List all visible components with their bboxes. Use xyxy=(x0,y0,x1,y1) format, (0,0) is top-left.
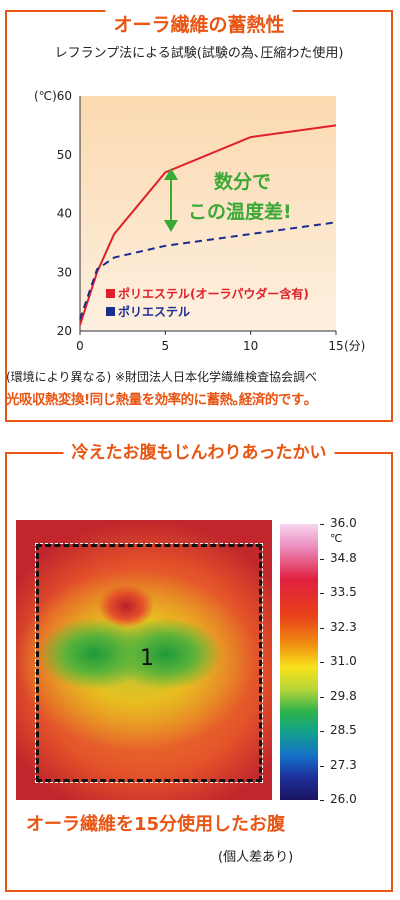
arrow-head-down xyxy=(164,220,178,232)
y-tick-label: 50 xyxy=(57,148,72,162)
colorbar-tick xyxy=(320,662,324,663)
temperature-colorbar xyxy=(280,524,318,800)
annotation-line-1: 数分で xyxy=(214,170,271,193)
tagline: 光吸収熱変換!同じ熱量を効率的に蓄熱｡経済的です｡ xyxy=(6,392,311,408)
x-tick-label: 10 xyxy=(243,339,258,353)
panel-title-2: 冷えたお腹もじんわりあったかい xyxy=(63,438,335,463)
colorbar-tick xyxy=(320,558,324,560)
y-tick-label: 20 xyxy=(57,324,72,338)
colorbar-tick xyxy=(320,765,324,767)
series-line-2 xyxy=(79,221,337,320)
x-tick-label: 15 xyxy=(328,339,343,353)
thermal-image-panel: 冷えたお腹もじんわりあったかい xyxy=(5,438,393,892)
thermal-image xyxy=(16,520,272,800)
legend-label-1: ポリエステル(オーラパウダー含有) xyxy=(118,286,309,301)
legend-label-2: ポリエステル xyxy=(118,304,190,319)
colorbar-label: 33.5 xyxy=(330,585,357,599)
arrow-head-up xyxy=(164,168,178,180)
colorbar-tick xyxy=(320,696,324,698)
colorbar-tick xyxy=(320,800,324,801)
colorbar-label: 31.0 xyxy=(330,654,357,668)
colorbar-label: 36.0 xyxy=(330,516,357,530)
legend-swatch-1 xyxy=(106,289,115,298)
legend-swatch-2 xyxy=(106,307,115,316)
colorbar-tick xyxy=(320,731,324,732)
temperature-chart: 20 30 40 50 60 0 5 10 15 (℃) (分) ポリエステル(オーラパウダー含有) ポ… xyxy=(34,89,365,353)
colorbar-tick xyxy=(320,524,324,525)
x-axis-unit: (分) xyxy=(344,339,365,353)
colorbar-label: 28.5 xyxy=(330,723,357,737)
image-caption: オーラ繊維を15分使用したお腹 xyxy=(26,814,286,835)
panel-title: オーラ繊維の蓄熱性 xyxy=(105,10,293,37)
y-tick-label: 30 xyxy=(57,265,72,279)
caption-note: (個人差あり) xyxy=(218,850,294,865)
annotation-line-2: この温度差! xyxy=(188,200,292,223)
colorbar-tick xyxy=(320,593,324,594)
colorbar-label: 34.8 xyxy=(330,550,357,565)
colorbar-label: 32.3 xyxy=(330,619,357,634)
colorbar-label: 29.8 xyxy=(330,688,357,703)
heat-storage-panel: オーラ繊維の蓄熱性 レフランプ法による試験(試験の為､圧縮わた使用) xyxy=(5,10,393,422)
y-axis-unit: (℃) xyxy=(34,89,57,103)
colorbar-tick xyxy=(320,627,324,629)
plot-area xyxy=(80,96,336,331)
y-tick-label: 60 xyxy=(57,89,72,103)
colorbar-label: 26.0 xyxy=(330,792,357,806)
y-tick-label: 40 xyxy=(57,207,72,221)
panel-subtitle: レフランプ法による試験(試験の為､圧縮わた使用) xyxy=(54,46,344,61)
measurement-region xyxy=(35,543,263,783)
x-tick-label: 0 xyxy=(76,339,84,353)
region-label: 1 xyxy=(140,646,154,671)
series-line-1 xyxy=(79,124,337,326)
x-tick-label: 5 xyxy=(162,339,170,353)
source-note: (環境により異なる) ※財団法人日本化学繊維検査協会調べ xyxy=(6,370,317,384)
colorbar-label: 27.3 xyxy=(330,757,357,772)
colorbar-unit: ℃ xyxy=(330,532,343,545)
